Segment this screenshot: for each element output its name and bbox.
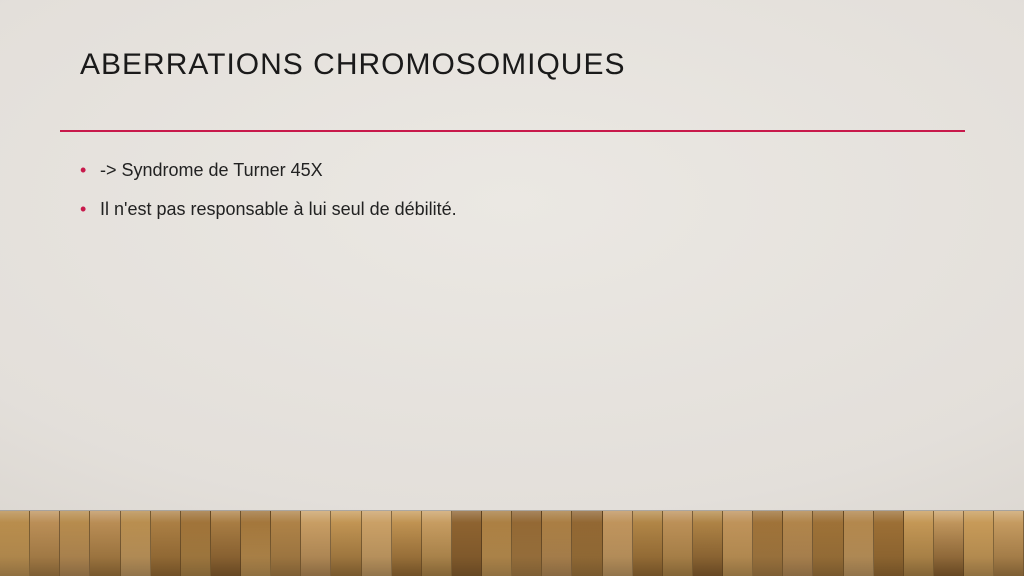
floor-plank: [813, 511, 843, 576]
floor-plank: [90, 511, 120, 576]
floor-plank: [844, 511, 874, 576]
floor-plank: [693, 511, 723, 576]
title-underline-rule: [60, 130, 965, 132]
floor-plank: [422, 511, 452, 576]
floor-plank: [512, 511, 542, 576]
floor-plank: [60, 511, 90, 576]
floor-plank: [603, 511, 633, 576]
bullet-item: -> Syndrome de Turner 45X: [78, 158, 457, 183]
floor-plank: [934, 511, 964, 576]
floor-plank: [30, 511, 60, 576]
floor-plank: [874, 511, 904, 576]
floor-plank: [271, 511, 301, 576]
floor-plank: [121, 511, 151, 576]
floor-plank: [452, 511, 482, 576]
floor-plank: [482, 511, 512, 576]
floor-plank: [241, 511, 271, 576]
wood-floor: [0, 510, 1024, 576]
floor-plank: [964, 511, 994, 576]
floor-plank: [633, 511, 663, 576]
slide-title: ABERRATIONS CHROMOSOMIQUES: [80, 48, 626, 82]
floor-plank: [904, 511, 934, 576]
floor-plank: [994, 511, 1024, 576]
floor-plank: [301, 511, 331, 576]
floor-plank: [753, 511, 783, 576]
floor-plank: [181, 511, 211, 576]
floor-plank: [392, 511, 422, 576]
floor-plank: [572, 511, 602, 576]
floor-plank: [331, 511, 361, 576]
floor-plank: [151, 511, 181, 576]
floor-plank: [663, 511, 693, 576]
slide: ABERRATIONS CHROMOSOMIQUES -> Syndrome d…: [0, 0, 1024, 576]
floor-plank: [0, 511, 30, 576]
floor-plank: [211, 511, 241, 576]
bullet-item: Il n'est pas responsable à lui seul de d…: [78, 197, 457, 222]
floor-plank: [723, 511, 753, 576]
floor-plank: [362, 511, 392, 576]
floor-plank: [542, 511, 572, 576]
bullet-list: -> Syndrome de Turner 45X Il n'est pas re…: [78, 158, 457, 236]
floor-plank: [783, 511, 813, 576]
